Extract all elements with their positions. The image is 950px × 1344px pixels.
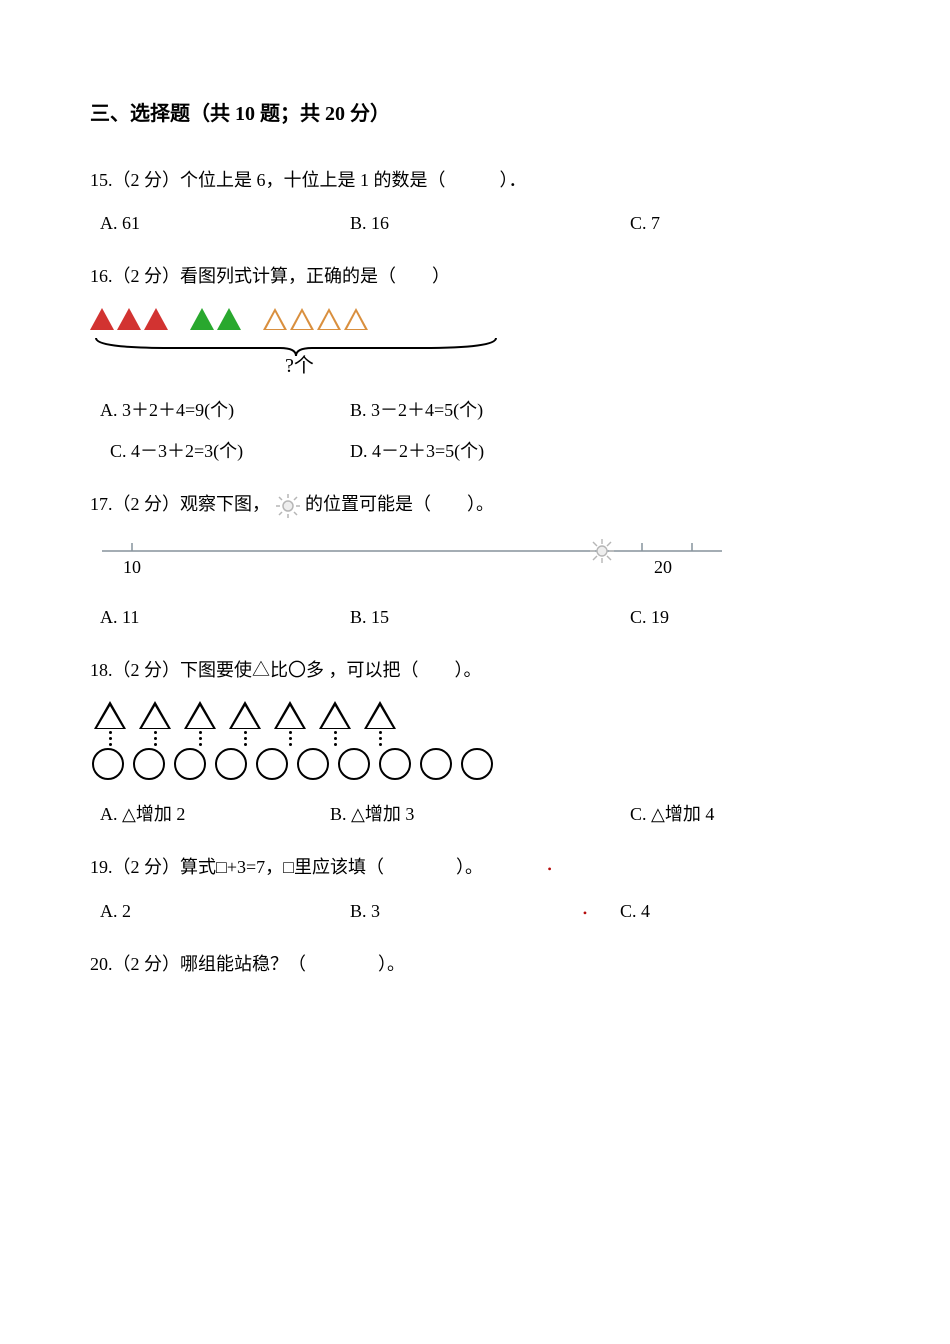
q16-opt-b: B. 3－2＋4=5(个) — [350, 398, 483, 423]
triangle-icon — [217, 308, 241, 330]
q19-opt-a: A. 2 — [100, 899, 350, 924]
q19-opt-c: C. 4 — [620, 899, 650, 924]
q16-options-row1: A. 3＋2＋4=9(个) B. 3－2＋4=5(个) — [100, 398, 860, 423]
q17-number-line: 10 20 — [102, 537, 860, 587]
triangle-outline-icon — [344, 308, 368, 330]
q15-options: A. 61 B. 16 C. 7 — [90, 211, 860, 236]
circle-icon — [461, 748, 493, 780]
triangle-icon — [90, 308, 114, 330]
q19-opt-b: B. 3 — [350, 899, 550, 924]
q16-text: 16.（2 分）看图列式计算，正确的是（ ） — [90, 264, 860, 289]
triangle-outline-icon — [319, 701, 351, 729]
q19-text-content: 19.（2 分）算式□+3=7，□里应该填（ ）。 — [90, 857, 483, 877]
triangle-outline-icon — [317, 308, 341, 330]
circle-icon — [379, 748, 411, 780]
q16-opt-c: C. 4－3＋2=3(个) — [110, 439, 300, 464]
triangle-outline-icon — [184, 701, 216, 729]
circle-icon — [420, 748, 452, 780]
question-19: 19.（2 分）算式□+3=7，□里应该填（ ）。 • A. 2 B. 3 • … — [90, 855, 860, 923]
q18-opt-b: B. △增加 3 — [330, 802, 630, 827]
triangle-outline-icon — [364, 701, 396, 729]
circle-icon — [215, 748, 247, 780]
q18-triangles-row — [94, 701, 860, 729]
triangle-outline-icon — [290, 308, 314, 330]
triangle-outline-icon — [229, 701, 261, 729]
q16-options-row2: C. 4－3＋2=3(个) D. 4－2＋3=5(个) — [110, 439, 860, 464]
q19-options: A. 2 B. 3 • C. 4 — [90, 899, 860, 924]
q15-opt-a: A. 61 — [100, 211, 350, 236]
q20-text: 20.（2 分）哪组能站稳？（ ）。 — [90, 952, 860, 977]
q17-opt-c: C. 19 — [630, 605, 669, 630]
q17-text-after: 的位置可能是（ ）。 — [305, 494, 494, 514]
q17-text: 17.（2 分）观察下图， 的位置可能是（ ）。 — [90, 492, 860, 519]
circle-icon — [338, 748, 370, 780]
circle-icon — [174, 748, 206, 780]
q17-text-before: 17.（2 分）观察下图， — [90, 494, 270, 514]
question-20: 20.（2 分）哪组能站稳？（ ）。 — [90, 952, 860, 977]
question-16: 16.（2 分）看图列式计算，正确的是（ ） ?个 A. 3＋2＋4=9(个) … — [90, 264, 860, 464]
question-15: 15.（2 分）个位上是 6，十位上是 1 的数是（ ）． A. 61 B. 1… — [90, 168, 860, 236]
svg-text:10: 10 — [123, 557, 141, 577]
q15-text: 15.（2 分）个位上是 6，十位上是 1 的数是（ ）． — [90, 168, 860, 193]
triangle-icon — [117, 308, 141, 330]
red-dot-icon: • — [548, 862, 552, 876]
q18-opt-a: A. △增加 2 — [100, 802, 330, 827]
triangle-outline-icon — [139, 701, 171, 729]
tri-group-green — [190, 308, 241, 330]
q18-dots-row — [94, 731, 860, 746]
q16-opt-a: A. 3＋2＋4=9(个) — [100, 398, 300, 423]
q17-options: A. 11 B. 15 C. 19 — [90, 605, 860, 630]
q18-options: A. △增加 2 B. △增加 3 C. △增加 4 — [90, 802, 860, 827]
tri-group-red — [90, 308, 168, 330]
triangle-outline-icon — [94, 701, 126, 729]
q18-circles-row — [92, 748, 860, 780]
section-title: 三、选择题（共 10 题；共 20 分） — [90, 100, 860, 128]
triangle-icon — [144, 308, 168, 330]
q17-opt-a: A. 11 — [100, 605, 350, 630]
q18-figure — [90, 701, 860, 780]
q16-opt-d: D. 4－2＋3=5(个) — [350, 439, 484, 464]
triangle-outline-icon — [263, 308, 287, 330]
q16-figure — [90, 308, 860, 330]
q15-opt-c: C. 7 — [630, 211, 660, 236]
sun-icon — [275, 493, 301, 519]
q18-text: 18.（2 分）下图要使△比〇多 ，可以把（ ）。 — [90, 658, 860, 683]
red-dot-icon: • — [550, 899, 620, 924]
q18-opt-c: C. △增加 4 — [630, 802, 714, 827]
q16-brace: ?个 — [90, 334, 500, 378]
question-18: 18.（2 分）下图要使△比〇多 ，可以把（ ）。 — [90, 658, 860, 827]
q15-opt-b: B. 16 — [350, 211, 630, 236]
triangle-icon — [190, 308, 214, 330]
triangle-outline-icon — [274, 701, 306, 729]
q16-brace-label: ?个 — [285, 352, 314, 380]
circle-icon — [133, 748, 165, 780]
q19-text: 19.（2 分）算式□+3=7，□里应该填（ ）。 • — [90, 855, 860, 880]
number-line-icon: 10 20 — [102, 537, 722, 587]
question-17: 17.（2 分）观察下图， 的位置可能是（ ）。 10 — [90, 492, 860, 630]
circle-icon — [297, 748, 329, 780]
tri-group-outline — [263, 308, 368, 330]
q17-opt-b: B. 15 — [350, 605, 630, 630]
circle-icon — [256, 748, 288, 780]
svg-text:20: 20 — [654, 557, 672, 577]
circle-icon — [92, 748, 124, 780]
